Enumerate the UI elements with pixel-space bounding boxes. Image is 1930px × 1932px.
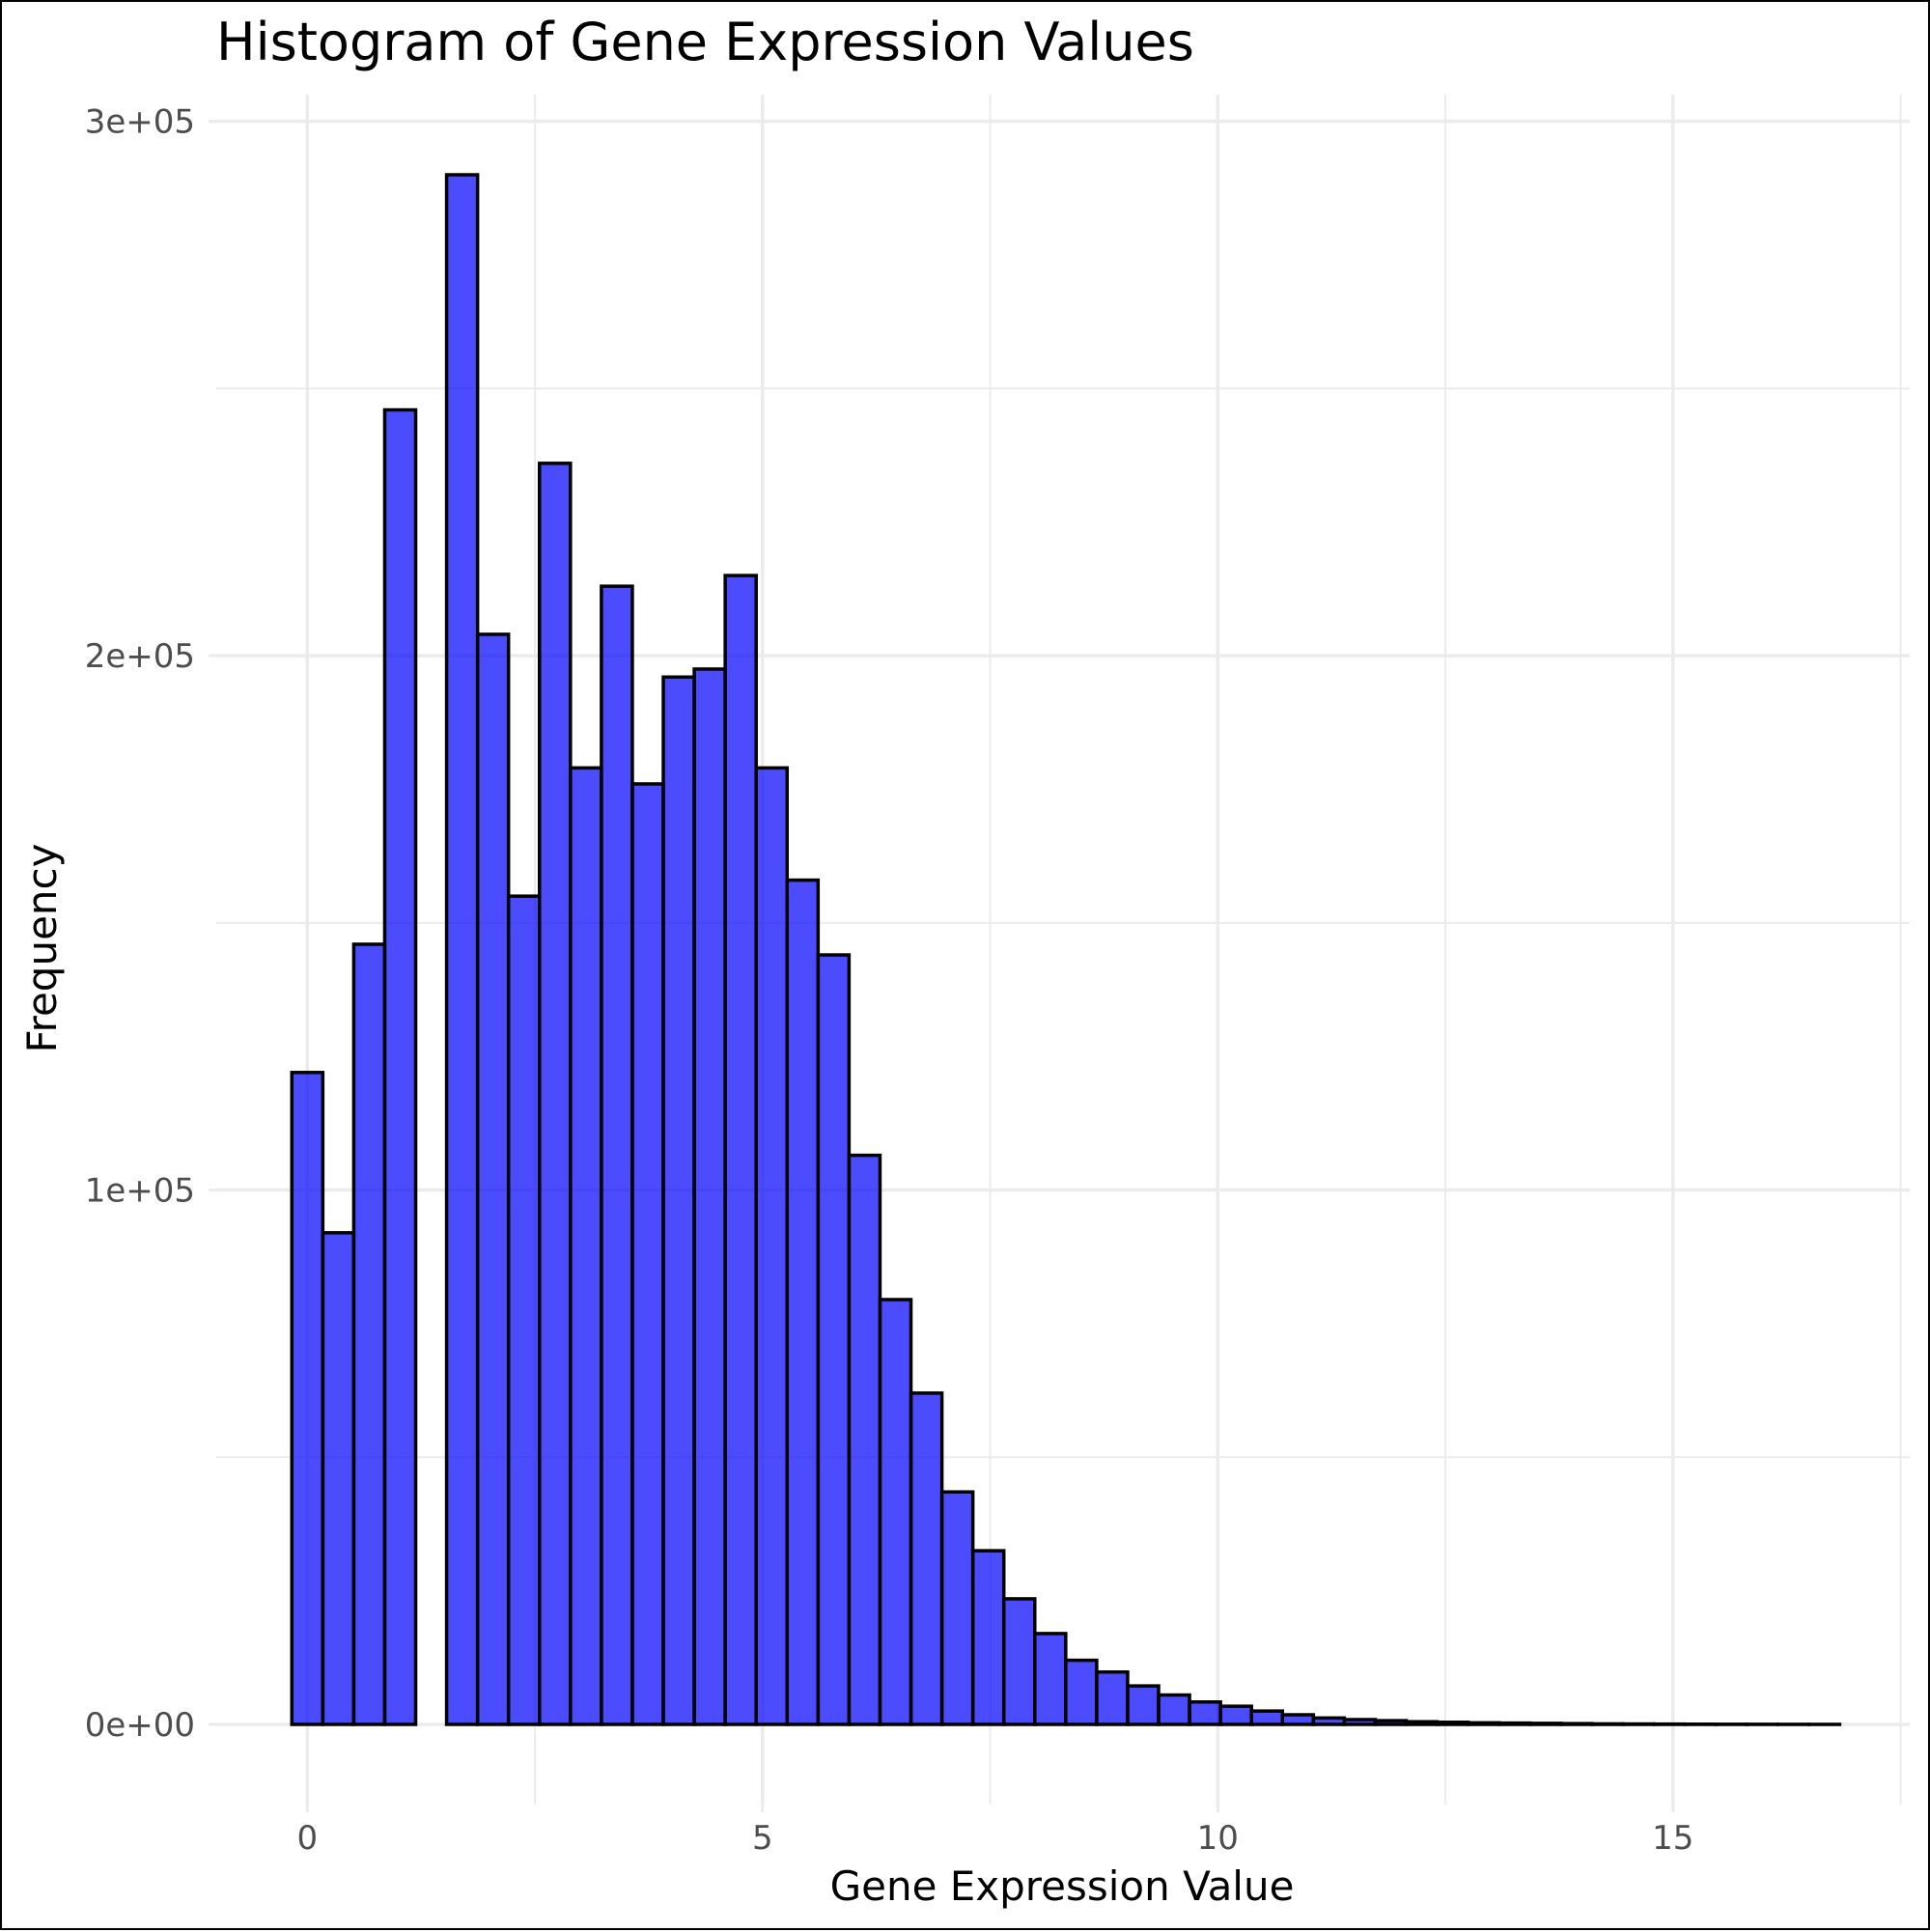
- histogram-bar: [292, 1073, 322, 1724]
- histogram-bar: [571, 768, 601, 1724]
- y-tick-label: 3e+05: [85, 103, 195, 142]
- histogram-bar: [694, 669, 725, 1724]
- histogram-bar: [1282, 1715, 1313, 1724]
- histogram-bar: [632, 784, 663, 1724]
- histogram-bar: [756, 768, 787, 1724]
- x-tick-label: 5: [752, 1819, 773, 1858]
- histogram-bar: [1035, 1634, 1066, 1724]
- histogram-bar: [1561, 1723, 1592, 1724]
- x-axis-label: Gene Expression Value: [830, 1862, 1295, 1910]
- histogram-bar: [663, 677, 694, 1724]
- histogram-bar: [849, 1156, 880, 1724]
- histogram-bar: [509, 896, 540, 1724]
- histogram-bar: [1375, 1721, 1406, 1724]
- histogram-bars: [292, 175, 1839, 1724]
- histogram-bar: [1530, 1723, 1561, 1724]
- y-tick-label: 0e+00: [85, 1706, 195, 1745]
- histogram-bar: [1407, 1722, 1438, 1724]
- histogram-bar: [1189, 1702, 1220, 1724]
- x-tick-label: 0: [296, 1819, 318, 1858]
- histogram-bar: [1220, 1706, 1251, 1724]
- histogram-bar: [1499, 1723, 1530, 1724]
- histogram-bar: [1592, 1723, 1623, 1724]
- chart-title: Histogram of Gene Expression Values: [216, 12, 1194, 72]
- histogram-bar: [725, 575, 756, 1724]
- histogram-bar: [540, 463, 571, 1724]
- histogram-bar: [1128, 1686, 1159, 1724]
- y-axis-label: Frequency: [18, 844, 66, 1053]
- histogram-bar: [353, 944, 384, 1724]
- histogram-bar: [787, 881, 818, 1724]
- histogram-bar: [1251, 1711, 1282, 1724]
- histogram-bar: [601, 586, 632, 1724]
- histogram-bar: [973, 1551, 1004, 1724]
- histogram-bar: [911, 1393, 942, 1724]
- histogram-bar: [322, 1233, 353, 1724]
- histogram-bar: [1097, 1672, 1128, 1724]
- y-tick-label: 1e+05: [85, 1172, 195, 1211]
- histogram-bar: [1438, 1722, 1468, 1724]
- histogram-bar: [880, 1300, 910, 1724]
- histogram-bar: [818, 955, 849, 1724]
- histogram-bar: [1004, 1599, 1035, 1724]
- y-tick-label: 2e+05: [85, 637, 195, 676]
- histogram-bar: [1066, 1661, 1097, 1724]
- histogram-bar: [1468, 1722, 1499, 1724]
- histogram-bar: [447, 175, 478, 1724]
- histogram-bar: [1313, 1718, 1344, 1724]
- histogram-bar: [1344, 1720, 1375, 1724]
- x-tick-label: 15: [1652, 1819, 1693, 1858]
- x-tick-label: 10: [1197, 1819, 1239, 1858]
- histogram-bar: [1159, 1695, 1189, 1724]
- histogram-bar: [384, 410, 415, 1724]
- histogram-bar: [478, 634, 509, 1724]
- histogram-bar: [942, 1492, 973, 1724]
